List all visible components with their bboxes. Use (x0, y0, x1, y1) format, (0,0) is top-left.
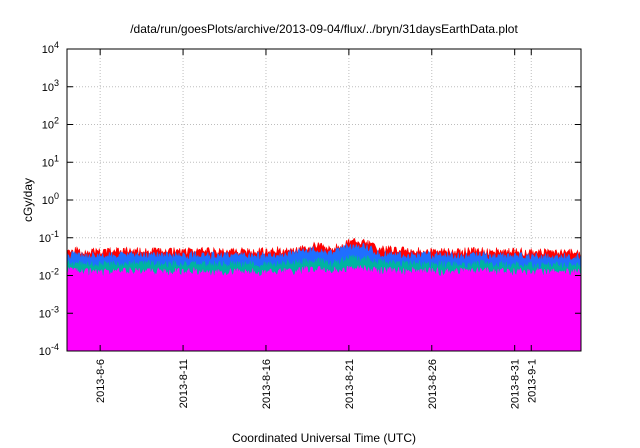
x-axis-label: Coordinated Universal Time (UTC) (232, 431, 416, 445)
x-tick-label: 2013-8-26 (427, 359, 439, 409)
y-tick-label: 10-4 (39, 342, 59, 358)
y-tick-label: 102 (42, 116, 59, 132)
y-tick-label: 103 (42, 78, 59, 94)
x-tick-label: 2013-8-16 (261, 359, 273, 409)
series-group (67, 238, 581, 351)
y-tick-label: 100 (42, 191, 59, 207)
x-tick-label: 2013-8-31 (510, 359, 522, 409)
x-tick-label: 2013-8-11 (178, 359, 190, 408)
grid (67, 49, 581, 351)
y-axis-label: cGy/day (21, 178, 35, 222)
y-tick-label: 104 (42, 40, 59, 56)
y-tick-label: 10-3 (39, 304, 59, 320)
chart-title: /data/run/goesPlots/archive/2013-09-04/f… (130, 22, 518, 36)
y-tick-label: 10-2 (39, 267, 59, 283)
x-axis: 2013-8-6 2013-8-11 2013-8-16 2013-8-21 2013-… (95, 49, 538, 409)
x-tick-label: 2013-8-21 (344, 359, 356, 409)
x-tick-label: 2013-8-6 (95, 359, 107, 403)
y-axis: 10-4 10-3 10-2 10-1 100 101 102 103 104 (39, 40, 581, 358)
x-tick-label: 2013-9-1 (526, 359, 538, 403)
series-area (67, 264, 581, 351)
plot-area (67, 238, 581, 351)
y-tick-label: 10-1 (39, 229, 59, 245)
y-tick-label: 101 (42, 153, 59, 169)
